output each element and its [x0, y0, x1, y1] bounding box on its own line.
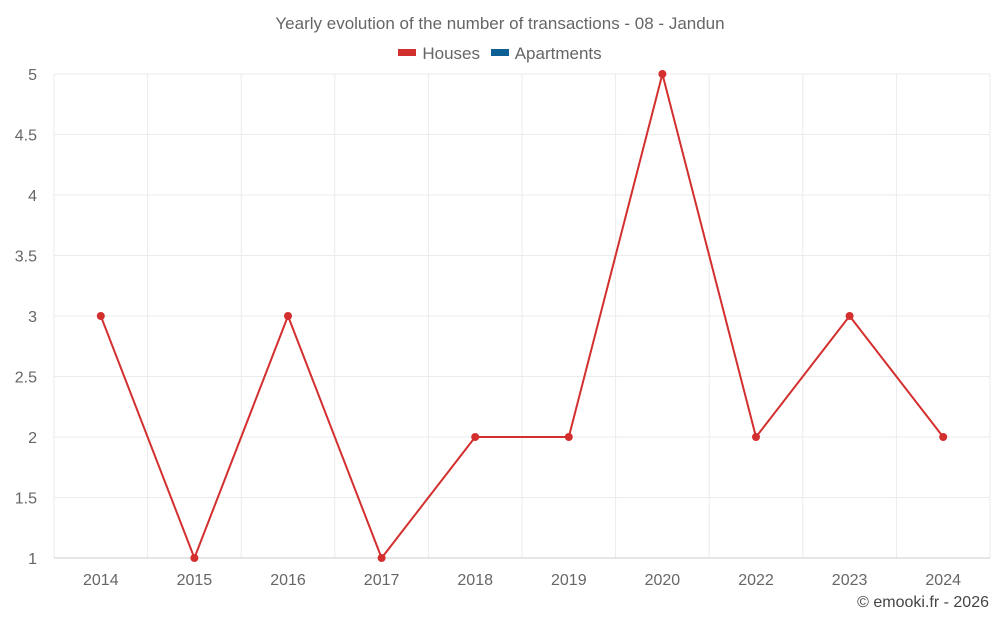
y-tick-label: 4	[28, 188, 37, 205]
legend-label-houses: Houses	[422, 44, 480, 63]
y-tick-label: 3.5	[15, 249, 37, 266]
y-tick-label: 2	[28, 430, 37, 447]
x-tick-label: 2024	[925, 572, 961, 589]
y-tick-label: 5	[28, 67, 37, 84]
data-point-houses[interactable]	[845, 312, 854, 320]
x-tick-label: 2020	[645, 572, 681, 589]
chart-title: Yearly evolution of the number of transa…	[275, 14, 725, 33]
data-point-houses[interactable]	[190, 554, 199, 562]
x-tick-label: 2015	[177, 572, 213, 589]
y-tick-label: 1.5	[15, 491, 37, 508]
series	[96, 70, 948, 562]
x-tick-label: 2016	[270, 572, 306, 589]
x-tick-label: 2022	[738, 572, 774, 589]
legend-item-apartments[interactable]: Apartments	[490, 44, 602, 64]
x-tick-label: 2018	[457, 572, 493, 589]
data-point-houses[interactable]	[939, 433, 948, 441]
y-tick-label: 2.5	[15, 370, 37, 387]
x-tick-label: 2019	[551, 572, 587, 589]
data-point-houses[interactable]	[377, 554, 386, 562]
axes: 1 1.5 2 2.5 3 3.5 4 4.5 5 2014 2015 2016 2017 2018 201…	[15, 67, 990, 589]
y-tick-label: 1	[28, 551, 37, 568]
data-point-houses[interactable]	[564, 433, 573, 441]
x-tick-label: 2014	[83, 572, 119, 589]
y-tick-label: 4.5	[15, 128, 37, 145]
y-tick-label: 3	[28, 309, 37, 326]
grid	[53, 73, 991, 559]
legend: Houses Apartments	[0, 44, 1000, 64]
data-point-houses[interactable]	[96, 312, 105, 320]
legend-item-houses[interactable]: Houses	[398, 44, 480, 64]
data-point-houses[interactable]	[752, 433, 760, 441]
data-point-houses[interactable]	[658, 70, 667, 78]
data-point-houses[interactable]	[284, 312, 292, 320]
legend-swatch-apartments	[490, 49, 509, 57]
data-point-houses[interactable]	[471, 433, 480, 441]
legend-label-apartments: Apartments	[514, 44, 602, 63]
x-tick-label: 2017	[364, 572, 400, 589]
credit-text: © emooki.fr - 2026	[857, 594, 989, 611]
legend-swatch-houses	[398, 49, 417, 57]
series-line-houses	[99, 73, 944, 559]
x-tick-label: 2023	[832, 572, 868, 589]
